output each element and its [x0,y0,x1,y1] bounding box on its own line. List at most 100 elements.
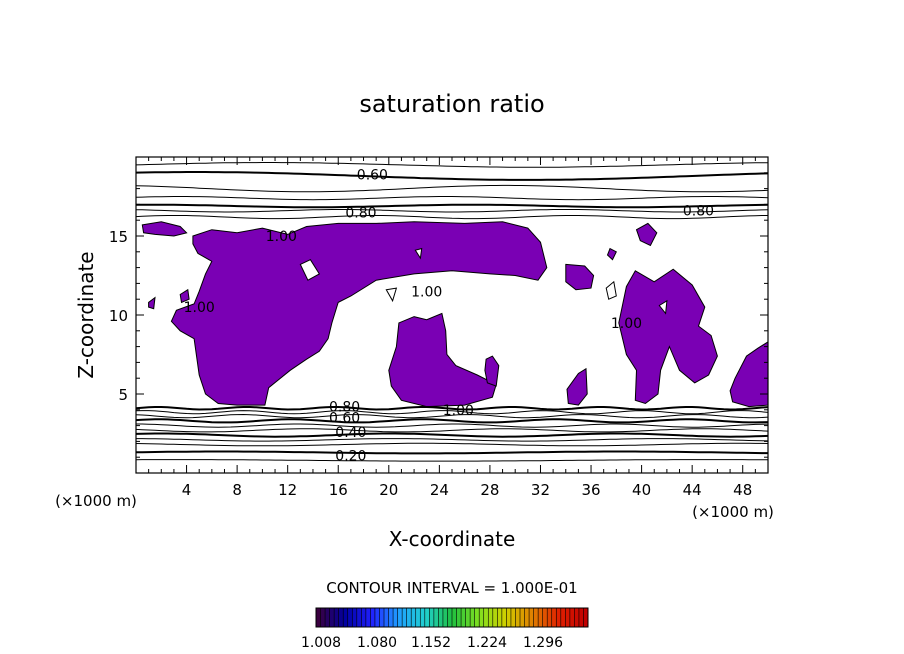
colorbar-segment [452,608,457,627]
contour-value-label: 0.20 [335,449,366,465]
x-tick-label: 4 [182,481,192,499]
colorbar-frame [315,607,589,628]
contour-value-label: 0.80 [345,205,376,221]
lower-contour-line [135,406,769,411]
lower-contour-line [135,428,769,433]
upper-contour-line [135,184,769,193]
unsaturated-pocket [385,287,398,303]
supersaturation-region [141,221,188,237]
colorbar-segment [515,608,521,627]
colorbar-segment [565,608,571,627]
colorbar-segment [583,608,589,627]
lower-contour-line [135,459,769,462]
x-tick-label: 8 [232,481,242,499]
colorbar-segment [370,608,376,627]
colorbar-segment [433,608,439,627]
contour-labels: 0.600.80 0.801.001.001.001.001.000.800.60… [184,167,714,464]
colorbar-segment [533,608,539,627]
supersaturation-region [565,263,595,291]
colorbar-tick-label: 1.080 [357,635,397,651]
contour-value-label: 1.00 [184,300,215,316]
upper-contour-line [135,209,769,213]
chart-title: saturation ratio [359,90,544,118]
colorbar-segment [352,608,358,627]
lower-contour-line [135,413,769,419]
y-tick-label: 5 [118,386,128,404]
colorbar-segment [510,608,516,627]
colorbar-segment [388,608,394,627]
colorbar [315,607,589,628]
colorbar-segment [461,608,466,627]
colorbar-segment [356,608,362,627]
upper-contour-line [136,203,769,209]
colorbar-segment [538,608,544,627]
colorbar-segment [470,608,476,627]
colorbar-segment [374,608,380,627]
lower-contour-line [135,442,769,447]
contour-value-label: 0.60 [329,411,360,427]
y-tick-label: 10 [109,307,128,325]
unsaturated-pocket [299,259,321,281]
contour-value-label: 1.00 [443,403,474,419]
colorbar-segment [415,608,421,627]
y-axis-ticks: 5 10 15 [109,172,768,458]
upper-contour-line [135,196,769,201]
colorbar-segment [343,608,349,627]
unsaturated-pocket [658,299,668,315]
contour-value-label: 0.40 [335,425,366,441]
colorbar-segment [438,608,444,627]
x-tick-label: 40 [632,481,651,499]
colorbar-segment [411,608,417,627]
colorbar-tick-label: 1.152 [411,635,451,651]
colorbar-segment [325,608,330,627]
x-tick-label: 28 [480,481,499,499]
contour-value-label: 1.00 [266,229,297,245]
colorbar-segment [442,608,448,627]
colorbar-segment [574,608,580,627]
lower-contour-line [136,438,769,442]
colorbar-segment [556,608,562,627]
contour-value-label: 0.80 [329,400,360,416]
colorbar-segment [365,608,371,627]
colorbar-tick-labels: 1.008 1.080 1.152 1.224 1.296 [301,635,563,651]
plot-area: 0.600.80 0.801.001.001.001.001.000.800.60… [109,156,769,499]
x-tick-label: 32 [531,481,550,499]
colorbar-segment [393,608,398,627]
colorbar-segment [402,608,408,627]
x-axis-label: X-coordinate [389,527,516,551]
z-unit-label: (×1000 m) [55,492,137,510]
colorbar-segment [578,608,584,627]
colorbar-segment [429,608,435,627]
contour-value-label: 0.80 [683,204,714,220]
y-tick-label: 15 [109,228,128,246]
contour-value-label: 0.60 [357,167,388,183]
colorbar-segment [560,608,566,627]
y-axis-label: Z-coordinate [74,251,98,378]
lower-contour-line [135,410,769,415]
x-tick-label: 36 [581,481,600,499]
colorbar-segment [506,608,512,627]
supersaturation-fill [141,221,769,408]
colorbar-segment [424,608,430,627]
upper-contour-line [135,171,769,181]
colorbar-segment [420,608,426,627]
colorbar-segment [447,608,453,627]
supersaturation-region [635,222,658,247]
x-axis-ticks: 4 8 12 16 20 24 28 32 36 40 44 48 [148,157,756,499]
supersaturation-region [484,355,500,387]
colorbar-segment [456,608,462,627]
contour-lines [135,162,769,462]
upper-contour-line [135,215,768,220]
unsaturated-pocket [605,280,617,300]
colorbar-segment [569,608,575,627]
supersaturation-region [148,296,156,310]
x-tick-label: 48 [733,481,752,499]
colorbar-segment [397,608,403,627]
supersaturation-region [170,221,548,406]
colorbar-segment [529,608,534,627]
colorbar-segment [547,608,553,627]
contour-value-label: 1.00 [411,284,442,300]
x-tick-label: 44 [683,481,702,499]
supersaturation-region [606,247,617,261]
